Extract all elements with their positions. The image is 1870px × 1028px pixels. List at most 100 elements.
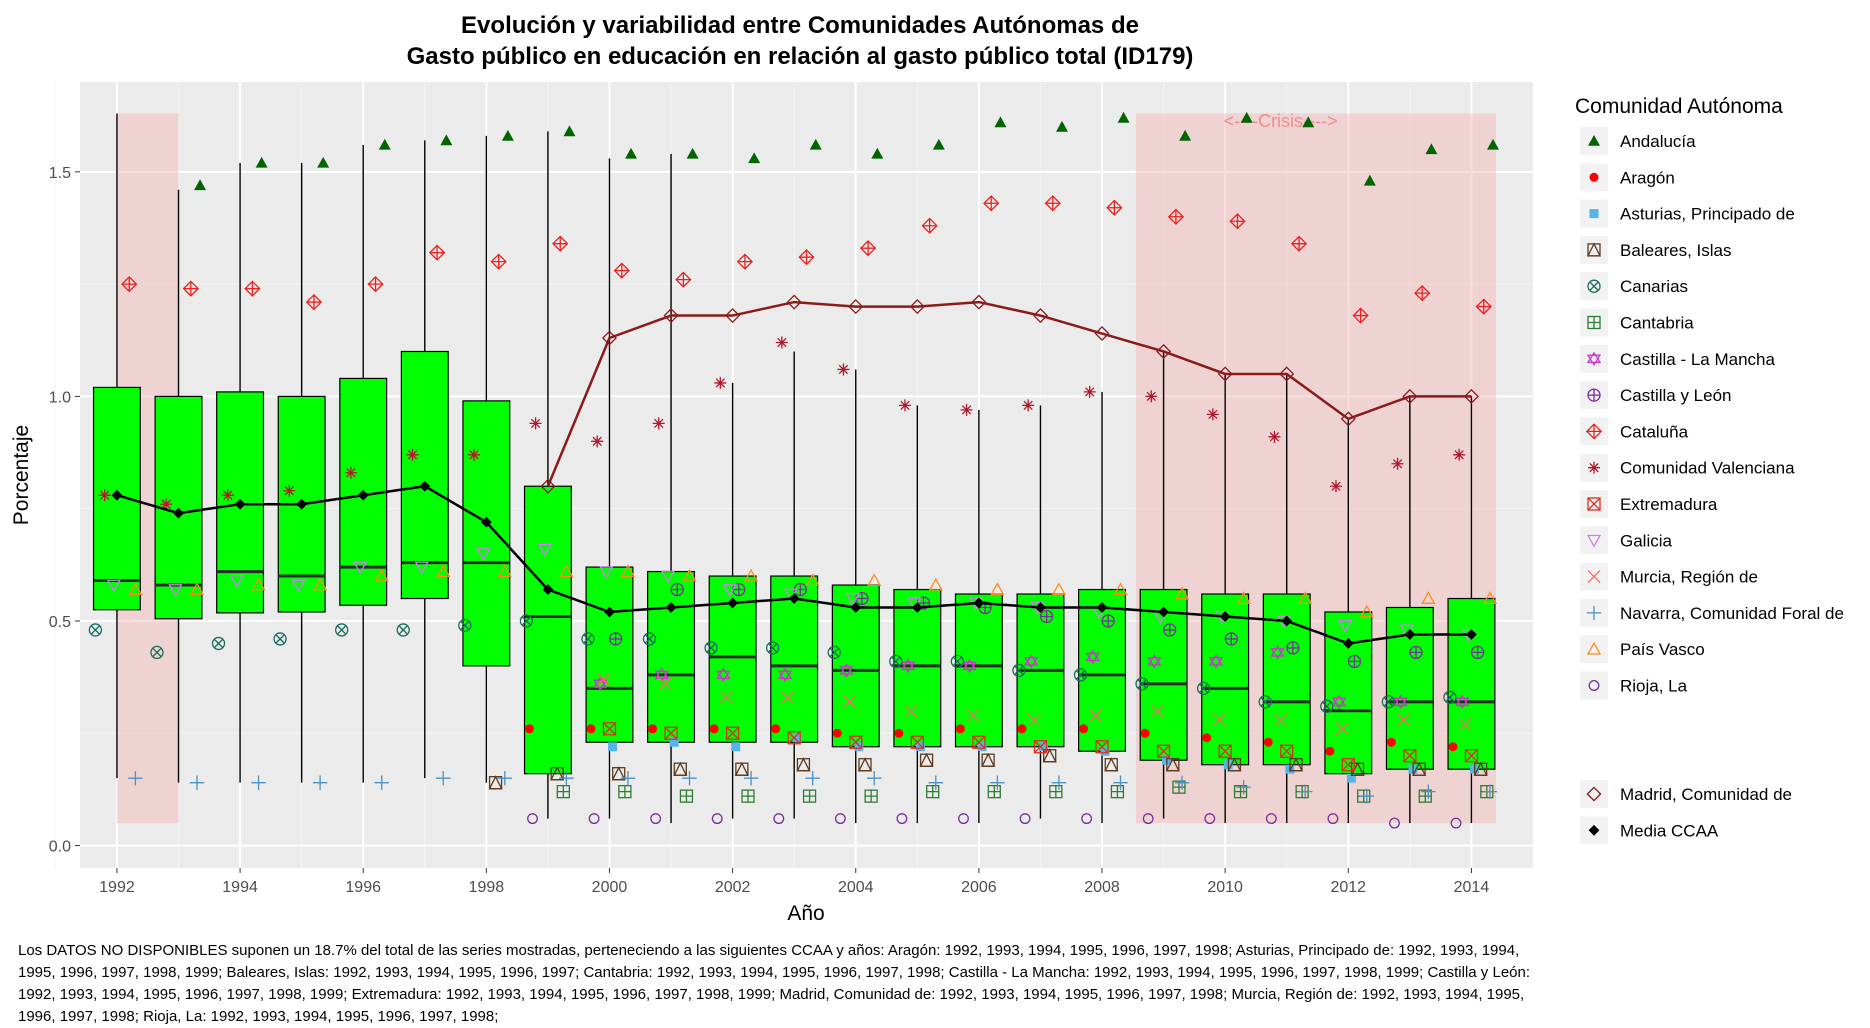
data-point	[650, 813, 662, 825]
data-point	[716, 667, 731, 683]
data-point	[291, 579, 306, 593]
data-point	[837, 363, 850, 376]
data-point	[1290, 235, 1308, 252]
data-point	[1073, 668, 1088, 682]
box	[585, 566, 634, 743]
line-point	[1402, 388, 1418, 404]
line-point	[850, 602, 862, 613]
data-point	[406, 448, 419, 461]
data-point	[1081, 813, 1093, 825]
data-point	[374, 775, 389, 790]
legend-label: Canarias	[1620, 277, 1688, 296]
legend-label: Media CCAA	[1620, 821, 1719, 840]
x-tick-label: 2002	[715, 879, 751, 896]
data-point	[673, 761, 688, 776]
legend-label: Navarra, Comunidad Foral de	[1620, 604, 1844, 623]
data-point	[244, 280, 261, 297]
x-tick-label: 2008	[1084, 879, 1120, 896]
line-point	[911, 602, 923, 613]
data-point	[1268, 430, 1281, 443]
data-point	[1208, 654, 1224, 669]
data-point	[1325, 746, 1335, 756]
data-point	[1236, 591, 1251, 604]
legend-key-symbol	[1587, 279, 1601, 293]
data-point	[777, 667, 793, 683]
data-point	[1202, 733, 1212, 743]
data-point	[1044, 195, 1061, 212]
data-point	[378, 138, 391, 150]
data-point	[602, 722, 617, 736]
data-point	[904, 704, 918, 718]
data-point	[1327, 813, 1339, 825]
data-point	[1174, 775, 1190, 790]
data-point	[1095, 740, 1109, 754]
data-point	[559, 770, 574, 786]
data-point	[497, 564, 512, 578]
data-point	[1039, 742, 1049, 752]
line-point	[604, 606, 615, 618]
data-point	[537, 543, 552, 557]
legend-label: Castilla y León	[1620, 386, 1732, 405]
data-point	[1196, 681, 1211, 695]
data-point	[1039, 609, 1054, 624]
data-point	[128, 582, 143, 595]
legend-label: Rioja, La	[1620, 677, 1688, 696]
data-point	[1482, 784, 1498, 799]
data-point	[1265, 813, 1277, 825]
data-point	[1409, 645, 1423, 660]
data-point	[867, 770, 882, 786]
data-point	[1179, 129, 1192, 141]
data-point	[962, 658, 977, 674]
data-point	[168, 584, 183, 597]
data-point	[488, 775, 503, 790]
data-point	[586, 724, 596, 734]
data-point	[679, 789, 694, 803]
data-point	[675, 271, 692, 288]
data-point	[654, 667, 669, 683]
box	[462, 400, 511, 667]
data-point	[669, 737, 679, 747]
data-point	[1393, 694, 1408, 710]
data-point	[709, 724, 719, 734]
data-point	[859, 240, 877, 257]
data-point	[189, 582, 205, 595]
line-point	[1094, 326, 1110, 342]
data-point	[559, 564, 574, 578]
legend-label: Asturias, Principado de	[1620, 205, 1795, 224]
data-point	[458, 618, 472, 633]
data-point	[1475, 298, 1492, 315]
legend-key	[1580, 526, 1608, 555]
data-point	[1298, 784, 1313, 799]
data-point	[682, 770, 697, 786]
line-point	[786, 294, 802, 310]
data-point	[805, 770, 820, 786]
data-point	[1263, 737, 1273, 747]
box	[893, 588, 942, 748]
legend-label: Cataluña	[1620, 422, 1689, 441]
data-point	[608, 632, 623, 646]
line-point	[1217, 366, 1233, 382]
data-point	[344, 466, 357, 479]
box	[1078, 588, 1127, 752]
data-point	[1017, 724, 1027, 734]
line-point	[665, 602, 677, 613]
data-point	[1298, 591, 1313, 604]
data-point	[732, 582, 746, 597]
data-point	[1338, 620, 1353, 633]
legend-label: Aragón	[1620, 168, 1675, 187]
line-point	[601, 330, 618, 346]
legend-label: Castilla - La Mancha	[1620, 350, 1776, 369]
legend-label: Murcia, Región de	[1620, 568, 1758, 587]
data-point	[1165, 757, 1180, 772]
data-point	[353, 561, 368, 575]
shaded-region	[1135, 113, 1497, 824]
data-point	[221, 489, 234, 502]
data-point	[839, 663, 854, 678]
line-point	[971, 294, 987, 310]
data-point	[1051, 582, 1067, 595]
data-point	[773, 813, 785, 825]
data-point	[1085, 649, 1100, 665]
data-point	[1389, 817, 1400, 829]
data-point	[1448, 742, 1458, 752]
legend-key-symbol	[1588, 135, 1600, 146]
